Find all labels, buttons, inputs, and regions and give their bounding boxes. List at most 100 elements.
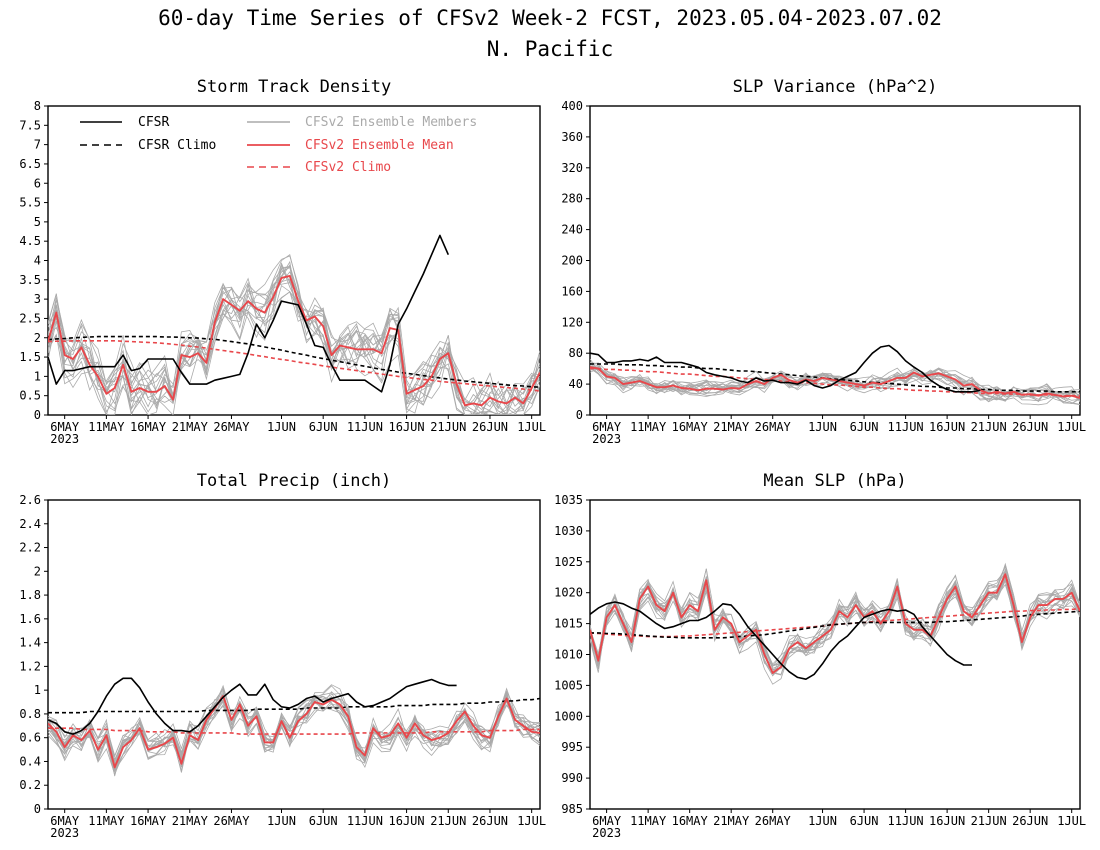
legend-cfsr-label: CFSR: [138, 115, 169, 130]
x-year-label: 2023: [592, 432, 621, 446]
x-tick-label: 11MAY: [88, 814, 125, 828]
y-tick-label: 3.5: [19, 273, 41, 287]
figure-title: 60-day Time Series of CFSv2 Week-2 FCST,…: [158, 6, 942, 30]
panel-slp-variance: SLP Variance (hPa^2) 0 40 80 120 160 200 240 280…: [561, 77, 1086, 446]
ensemble-member-line: [48, 268, 540, 415]
y-tick-label: 6: [34, 176, 41, 190]
x-tick-label: 16MAY: [130, 814, 167, 828]
panel-mean-slp: Mean SLP (hPa) 985 990 995 1000 1005 1010 1015 1…: [554, 471, 1086, 840]
y-tick-label: 1.4: [19, 636, 41, 650]
ensemble-member-line: [590, 581, 1080, 670]
y-tick-label: 1005: [554, 678, 583, 692]
x-tick-label: 21JUN: [971, 420, 1007, 434]
x-tick-label: 16JUN: [389, 814, 425, 828]
cfsv2-ensemble-mean-line: [590, 366, 1080, 399]
y-tick-label: 2.6: [19, 493, 41, 507]
cfsv2-climo-line: [590, 367, 1080, 397]
cfsr-line: [590, 344, 981, 393]
series-layer: [590, 344, 1080, 406]
x-tick-label: 11MAY: [630, 814, 667, 828]
x-tick-label: 1JUL: [1057, 814, 1086, 828]
y-tick-label: 120: [561, 315, 583, 329]
x-tick-label: 26JUN: [1012, 814, 1048, 828]
ensemble-member-line: [48, 694, 540, 775]
y-tick-label: 1015: [554, 617, 583, 631]
y-tick-label: 2.4: [19, 517, 41, 531]
x-tick-label: 6JUN: [850, 814, 879, 828]
cfsv2-ensemble-mean-line: [590, 573, 1080, 674]
ensemble-member-line: [590, 579, 1080, 671]
y-tick-label: 1000: [554, 709, 583, 723]
legend: CFSR CFSR Climo CFSv2 Ensemble Members C…: [80, 115, 477, 175]
panel-title: Total Precip (inch): [197, 471, 391, 491]
x-tick-label: 6JUN: [850, 420, 879, 434]
y-tick-label: 0.5: [19, 389, 41, 403]
cfsr-line: [48, 234, 450, 393]
cfsv2-ensemble-mean-line: [48, 695, 540, 769]
cfsr-climo-line: [590, 610, 1080, 639]
series-layer: [48, 234, 540, 415]
x-tick-label: 6MAY: [50, 814, 80, 828]
y-tick-label: 1020: [554, 586, 583, 600]
x-tick-label: 26MAY: [755, 814, 792, 828]
x-tick-label: 26MAY: [213, 420, 250, 434]
y-tick-label: 8: [34, 99, 41, 113]
x-tick-label: 1JUN: [808, 814, 837, 828]
cfsr-climo-line: [48, 697, 540, 714]
figure-subtitle: N. Pacific: [487, 37, 613, 61]
y-tick-label: 0.6: [19, 731, 41, 745]
ensemble-member-line: [48, 271, 540, 415]
cfsv2-ensemble-mean-line: [48, 274, 540, 407]
series-layer: [590, 562, 1080, 685]
y-tick-label: 1: [34, 369, 41, 383]
ensemble-member-line: [48, 283, 540, 415]
x-tick-label: 1JUL: [1057, 420, 1086, 434]
y-tick-label: 40: [569, 377, 583, 391]
panel-total-precip: Total Precip (inch) 0 0.2 0.4 0.6 0.8 1 1.2 1.4 1…: [19, 471, 546, 840]
x-tick-label: 11MAY: [88, 420, 125, 434]
x-tick-label: 16MAY: [672, 420, 709, 434]
y-tick-label: 990: [561, 771, 583, 785]
y-tick-label: 3: [34, 292, 41, 306]
x-tick-label: 21MAY: [172, 420, 209, 434]
cfsr-line: [48, 677, 457, 735]
x-tick-label: 11JUN: [888, 814, 924, 828]
x-year-label: 2023: [50, 826, 79, 840]
ensemble-member-line: [48, 685, 540, 764]
cfsr-climo-line: [590, 363, 1080, 393]
y-tick-label: 6.5: [19, 157, 41, 171]
panel-storm-track-density: Storm Track Density 0 0.5 1 1.5 2 2.5 3 3.5 4 4.5 5…: [19, 77, 546, 446]
legend-cfsr-climo-label: CFSR Climo: [138, 138, 216, 153]
x-tick-label: 6MAY: [50, 420, 80, 434]
y-tick-label: 5.5: [19, 196, 41, 210]
series-layer: [48, 677, 540, 777]
y-tick-label: 320: [561, 161, 583, 175]
x-tick-label: 26JUN: [472, 420, 508, 434]
y-tick-label: 200: [561, 254, 583, 268]
y-tick-label: 2.5: [19, 311, 41, 325]
y-tick-label: 280: [561, 192, 583, 206]
cfsv2-climo-line: [48, 727, 540, 735]
cfsr-line: [590, 601, 972, 681]
y-tick-label: 1035: [554, 493, 583, 507]
y-tick-label: 5: [34, 215, 41, 229]
y-tick-label: 1: [34, 683, 41, 697]
y-tick-label: 0.8: [19, 707, 41, 721]
y-tick-label: 4: [34, 254, 41, 268]
x-tick-label: 1JUL: [517, 814, 546, 828]
y-tick-label: 4.5: [19, 234, 41, 248]
x-tick-label: 21JUN: [430, 814, 466, 828]
y-tick-label: 0: [576, 408, 583, 422]
plot-frame: [47, 499, 541, 810]
y-tick-label: 1030: [554, 524, 583, 538]
y-tick-label: 2: [34, 564, 41, 578]
x-tick-label: 6MAY: [592, 420, 622, 434]
x-tick-label: 11MAY: [630, 420, 667, 434]
x-tick-label: 21MAY: [172, 814, 209, 828]
y-tick-label: 80: [569, 346, 583, 360]
x-year-label: 2023: [592, 826, 621, 840]
y-tick-label: 985: [561, 802, 583, 816]
x-tick-label: 16JUN: [929, 420, 965, 434]
y-tick-label: 1.5: [19, 350, 41, 364]
x-tick-label: 21MAY: [713, 814, 750, 828]
